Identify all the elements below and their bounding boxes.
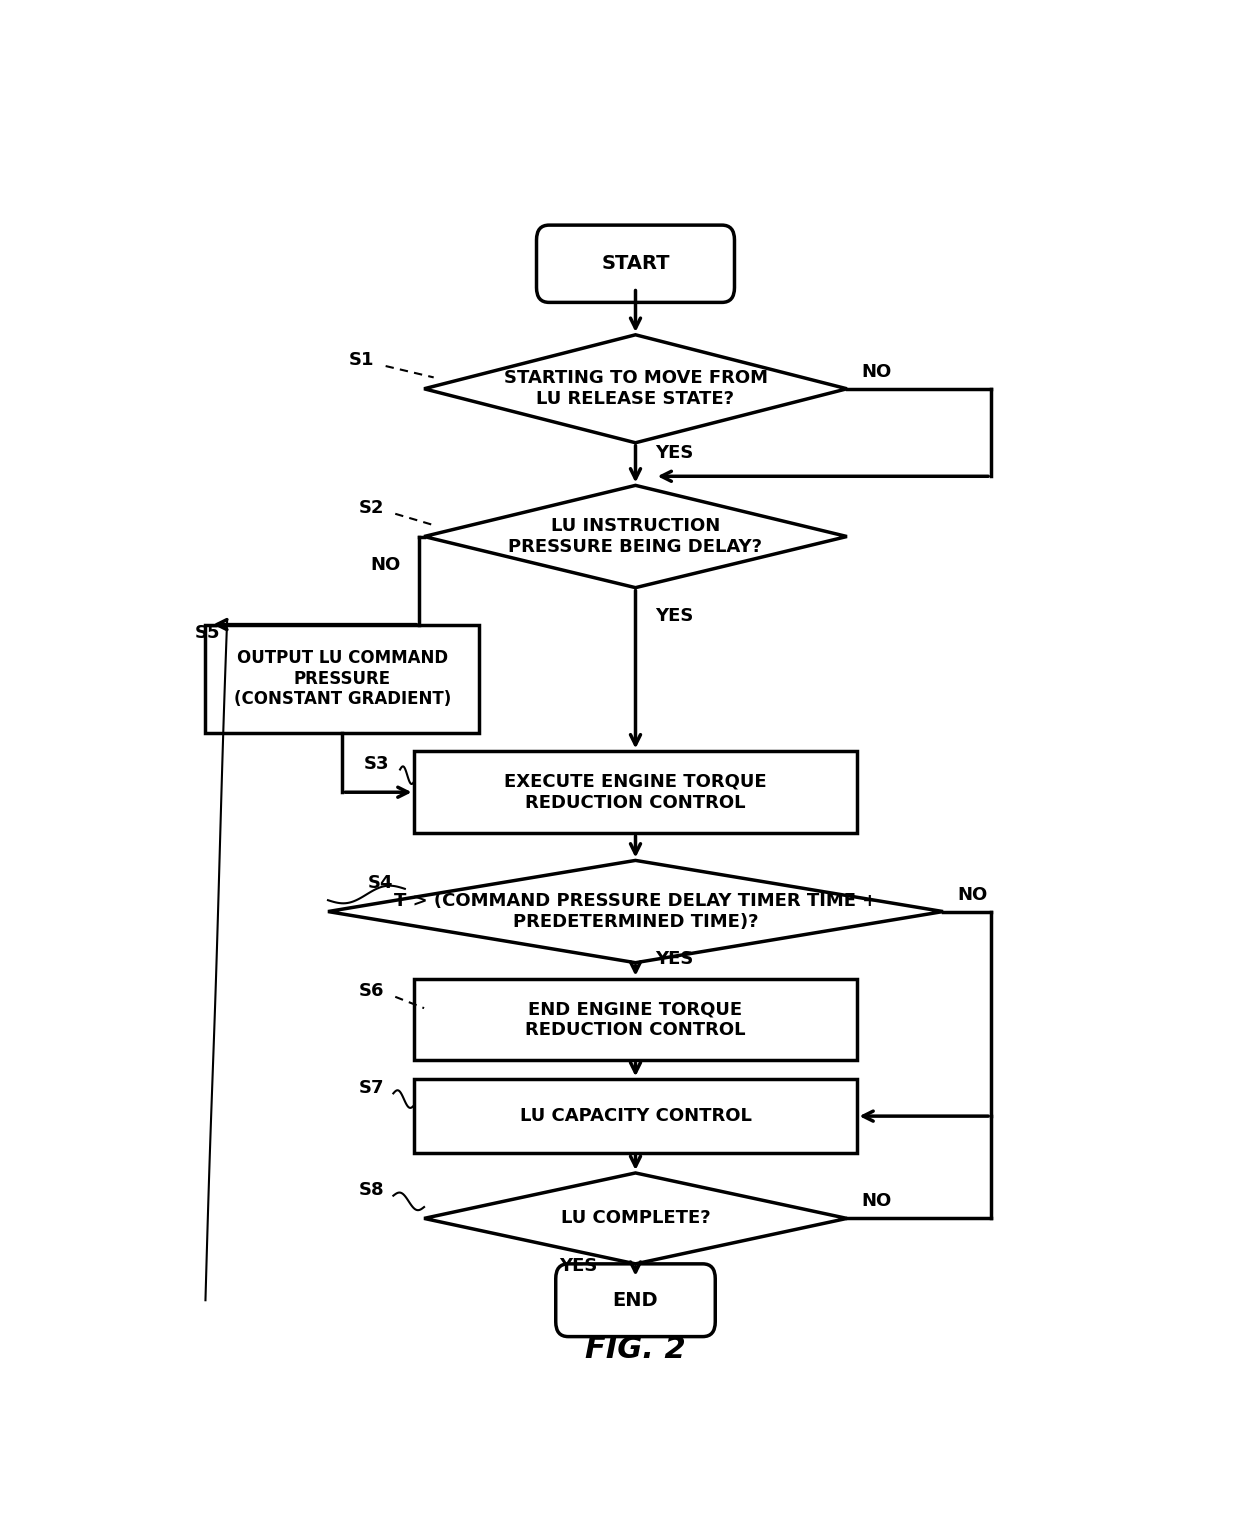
Text: END ENGINE TORQUE
REDUCTION CONTROL: END ENGINE TORQUE REDUCTION CONTROL <box>526 1001 745 1039</box>
Polygon shape <box>424 335 847 442</box>
Text: EXECUTE ENGINE TORQUE
REDUCTION CONTROL: EXECUTE ENGINE TORQUE REDUCTION CONTROL <box>505 772 766 812</box>
Text: FIG. 2: FIG. 2 <box>585 1334 686 1363</box>
Text: S5: S5 <box>195 625 221 642</box>
Text: S4: S4 <box>368 873 393 892</box>
Text: OUTPUT LU COMMAND
PRESSURE
(CONSTANT GRADIENT): OUTPUT LU COMMAND PRESSURE (CONSTANT GRA… <box>234 649 451 708</box>
Text: T > (COMMAND PRESSURE DELAY TIMER TIME +
PREDETERMINED TIME)?: T > (COMMAND PRESSURE DELAY TIMER TIME +… <box>394 892 877 930</box>
Polygon shape <box>424 1173 847 1263</box>
Text: START: START <box>601 255 670 273</box>
Text: S6: S6 <box>358 982 384 1001</box>
Text: YES: YES <box>655 444 693 462</box>
FancyBboxPatch shape <box>537 226 734 302</box>
Bar <box>414 979 857 1061</box>
Text: NO: NO <box>371 556 401 574</box>
Text: S7: S7 <box>358 1079 384 1096</box>
Text: STARTING TO MOVE FROM
LU RELEASE STATE?: STARTING TO MOVE FROM LU RELEASE STATE? <box>503 370 768 408</box>
Text: YES: YES <box>655 606 693 625</box>
Text: LU CAPACITY CONTROL: LU CAPACITY CONTROL <box>520 1107 751 1125</box>
Polygon shape <box>327 861 944 962</box>
Text: YES: YES <box>655 950 693 969</box>
Text: YES: YES <box>559 1257 596 1274</box>
Text: S2: S2 <box>358 499 384 517</box>
Bar <box>414 1079 857 1153</box>
Text: NO: NO <box>862 362 892 381</box>
Polygon shape <box>424 485 847 588</box>
Bar <box>206 625 480 732</box>
Text: NO: NO <box>862 1193 892 1211</box>
Bar <box>414 751 857 834</box>
FancyBboxPatch shape <box>556 1263 715 1337</box>
Text: LU INSTRUCTION
PRESSURE BEING DELAY?: LU INSTRUCTION PRESSURE BEING DELAY? <box>508 517 763 556</box>
Text: S3: S3 <box>363 755 389 772</box>
Text: S8: S8 <box>358 1180 384 1199</box>
Text: S1: S1 <box>348 352 374 370</box>
Text: END: END <box>613 1291 658 1309</box>
Text: LU COMPLETE?: LU COMPLETE? <box>560 1210 711 1228</box>
Text: NO: NO <box>957 886 988 904</box>
